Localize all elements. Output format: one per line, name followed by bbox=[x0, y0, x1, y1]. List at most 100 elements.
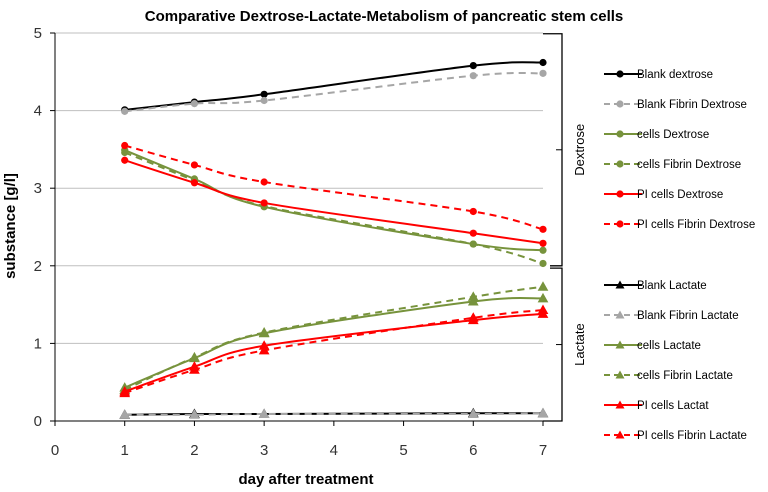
legend-marker bbox=[616, 70, 624, 78]
data-point bbox=[260, 199, 268, 207]
data-point bbox=[260, 96, 268, 105]
data-point bbox=[121, 141, 129, 150]
x-tick-label: 5 bbox=[399, 442, 407, 459]
legend-item-blank-fibrin-dextrose: Blank Fibrin Dextrose bbox=[604, 99, 747, 111]
legend-label: PI cells Fibrin Lactate bbox=[637, 430, 747, 442]
legend-marker bbox=[616, 190, 624, 198]
data-point bbox=[189, 351, 200, 362]
x-tick-label: 4 bbox=[330, 442, 338, 459]
legend-label: PI cells Fibrin Dextrose bbox=[637, 219, 755, 231]
data-point bbox=[537, 304, 549, 315]
group-label-lactate: Lactate bbox=[572, 323, 587, 366]
data-point bbox=[539, 239, 547, 247]
x-axis-label: day after treatment bbox=[238, 471, 373, 488]
series-line bbox=[124, 144, 544, 231]
series-blank-fibrin-dextrose bbox=[121, 69, 547, 115]
series-line bbox=[124, 312, 544, 393]
x-tick-label: 2 bbox=[190, 442, 198, 459]
data-point bbox=[260, 178, 268, 186]
data-point bbox=[119, 409, 131, 419]
data-point bbox=[539, 246, 547, 254]
legend-label: cells Dextrose bbox=[637, 129, 709, 141]
legend-item-cells-dextrose: cells Dextrose bbox=[604, 129, 709, 141]
data-point bbox=[537, 407, 549, 418]
series-line bbox=[124, 71, 544, 113]
group-bracket: Dextrose Lactate bbox=[543, 33, 587, 422]
data-point bbox=[189, 409, 200, 419]
legend-item-pi-cells-fibrin-lactate: PI cells Fibrin Lactate bbox=[604, 430, 747, 442]
data-point bbox=[539, 69, 547, 77]
legend-label: cells Lactate bbox=[637, 340, 701, 352]
data-point bbox=[469, 240, 477, 248]
data-point bbox=[190, 100, 199, 108]
data-point bbox=[121, 148, 129, 157]
x-tick-label: 3 bbox=[260, 442, 268, 459]
data-point bbox=[539, 225, 547, 233]
data-point bbox=[539, 259, 547, 268]
legend-marker bbox=[615, 400, 625, 409]
data-point bbox=[258, 408, 270, 419]
legend-item-blank-lactate: Blank Lactate bbox=[604, 280, 707, 292]
x-tick-label: 1 bbox=[121, 442, 129, 459]
series-pi-cells-fibrin-lactate bbox=[119, 304, 549, 398]
grid bbox=[55, 32, 543, 344]
x-tick-label: 7 bbox=[539, 442, 547, 459]
data-point bbox=[121, 156, 129, 164]
legend-marker bbox=[616, 160, 624, 168]
legend-item-cells-lactate: cells Lactate bbox=[604, 340, 701, 352]
y-tick-label: 5 bbox=[34, 25, 42, 42]
data-point bbox=[258, 327, 270, 337]
data-point bbox=[121, 107, 129, 115]
legend-marker bbox=[615, 340, 625, 349]
data-point bbox=[469, 72, 477, 80]
data-point bbox=[190, 179, 199, 187]
axes: 0 1 2 3 4 5 0 1 2 3 4 5 6 7 bbox=[34, 25, 548, 459]
series-line bbox=[124, 309, 544, 395]
data-point bbox=[119, 387, 131, 398]
legend-item-pi-cells-dextrose: PI cells Dextrose bbox=[604, 189, 723, 201]
legend-marker bbox=[615, 370, 625, 379]
series-pi-cells-fibrin-dextrose bbox=[121, 141, 547, 233]
legend-label: Blank Lactate bbox=[637, 280, 707, 292]
legend-marker bbox=[616, 220, 624, 228]
legend: Blank dextrose Blank Fibrin Dextrose cells… bbox=[604, 69, 755, 442]
legend-label: PI cells Dextrose bbox=[637, 189, 723, 201]
legend-label: cells Fibrin Dextrose bbox=[637, 159, 741, 171]
y-tick-label: 3 bbox=[34, 180, 42, 197]
data-point bbox=[467, 295, 479, 306]
y-tick-label: 0 bbox=[34, 413, 42, 430]
series-line bbox=[124, 412, 544, 416]
legend-marker bbox=[616, 130, 624, 138]
legend-item-blank-dextrose: Blank dextrose bbox=[604, 69, 713, 81]
legend-label: Blank Fibrin Lactate bbox=[637, 310, 739, 322]
data-point bbox=[539, 58, 547, 67]
series-line bbox=[124, 151, 544, 265]
data-point bbox=[467, 408, 479, 419]
data-point bbox=[189, 364, 200, 374]
legend-label: Blank Fibrin Dextrose bbox=[637, 99, 747, 111]
data-point bbox=[469, 229, 477, 237]
data-point bbox=[469, 61, 477, 70]
chart-title: Comparative Dextrose-Lactate-Metabolism … bbox=[145, 8, 624, 25]
y-tick-label: 1 bbox=[34, 335, 42, 352]
legend-item-cells-fibrin-dextrose: cells Fibrin Dextrose bbox=[604, 159, 741, 171]
series-pi-cells-dextrose bbox=[121, 156, 547, 247]
data-point bbox=[467, 312, 479, 322]
y-tick-label: 4 bbox=[34, 103, 42, 120]
series-lines bbox=[119, 58, 549, 419]
legend-marker bbox=[616, 100, 624, 108]
group-label-dextrose: Dextrose bbox=[572, 124, 587, 176]
legend-marker bbox=[615, 430, 625, 439]
series-line bbox=[124, 159, 544, 245]
legend-label: cells Fibrin Lactate bbox=[637, 370, 733, 382]
data-point bbox=[467, 291, 479, 301]
data-point bbox=[190, 161, 199, 169]
x-tick-label: 0 bbox=[51, 442, 59, 459]
series-line bbox=[124, 149, 544, 252]
legend-label: Blank dextrose bbox=[637, 69, 713, 81]
data-point bbox=[537, 292, 549, 303]
series-cells-lactate bbox=[119, 292, 549, 392]
legend-marker bbox=[615, 280, 625, 289]
legend-item-blank-fibrin-lactate: Blank Fibrin Lactate bbox=[604, 310, 739, 322]
